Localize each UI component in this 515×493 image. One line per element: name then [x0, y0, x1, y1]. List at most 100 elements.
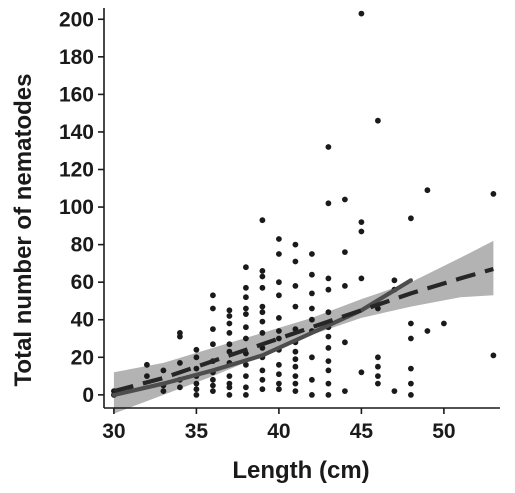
data-point	[292, 348, 299, 355]
axes-layer: 0 20 40 60 80 100 120 140 160 180 200 30 35 40 45 50	[59, 8, 500, 443]
data-point	[292, 388, 299, 394]
data-point	[375, 117, 381, 124]
data-point	[292, 380, 299, 387]
data-point	[259, 268, 266, 274]
data-point	[424, 328, 431, 334]
data-point	[309, 251, 315, 257]
data-point	[276, 251, 282, 257]
data-point	[342, 249, 348, 256]
data-point	[309, 305, 315, 312]
data-point	[490, 352, 497, 359]
data-point	[325, 367, 332, 374]
data-point	[424, 187, 431, 194]
data-point	[259, 367, 266, 374]
data-point	[358, 369, 365, 376]
y-tick-label: 20	[71, 346, 94, 369]
data-point	[243, 324, 249, 331]
data-point	[210, 376, 216, 383]
data-point	[243, 361, 249, 368]
data-point	[325, 144, 332, 150]
data-point	[391, 277, 398, 284]
data-point	[292, 303, 299, 310]
data-point	[325, 200, 332, 207]
data-point	[309, 392, 315, 398]
data-point	[259, 376, 266, 383]
data-point	[325, 286, 332, 293]
data-point	[193, 346, 200, 353]
data-point	[259, 309, 266, 316]
data-point	[358, 275, 365, 282]
data-point	[375, 373, 381, 379]
data-point	[259, 318, 266, 325]
data-point	[276, 236, 282, 242]
data-point	[210, 326, 216, 332]
data-point	[259, 386, 266, 393]
data-point	[276, 380, 282, 387]
data-point	[243, 373, 249, 379]
data-point	[309, 316, 315, 323]
confidence-band-layer	[113, 240, 494, 414]
data-point	[193, 386, 200, 393]
data-point	[160, 388, 167, 394]
data-point	[193, 392, 200, 398]
data-point	[243, 335, 249, 342]
data-point	[292, 283, 299, 289]
data-point	[375, 380, 381, 387]
data-point	[441, 320, 447, 327]
fit-lines-layer	[111, 266, 494, 397]
y-tick-label: 60	[71, 271, 94, 294]
y-axis-title: Total number of nematodes	[10, 74, 37, 387]
data-point	[243, 264, 249, 271]
x-tick-label: 30	[102, 420, 125, 443]
data-point	[408, 335, 414, 342]
dashed-fit-line	[113, 266, 494, 394]
data-point	[193, 380, 200, 387]
data-point	[292, 363, 299, 370]
data-point	[210, 388, 216, 394]
data-point	[325, 275, 332, 282]
data-point	[408, 392, 414, 398]
y-tick-label: 0	[82, 384, 94, 407]
data-point	[226, 320, 233, 327]
data-point	[358, 219, 365, 226]
data-point	[309, 271, 315, 278]
data-point	[144, 373, 150, 379]
y-tick-label: 200	[59, 8, 94, 31]
x-tick-label: 45	[350, 420, 374, 443]
y-tick-label: 100	[59, 196, 94, 219]
data-point	[226, 330, 233, 336]
data-point	[276, 335, 282, 342]
data-point	[325, 392, 332, 398]
data-point	[408, 320, 414, 327]
data-point	[226, 373, 233, 379]
data-point	[210, 341, 216, 348]
data-point	[375, 354, 381, 361]
data-point	[210, 382, 216, 389]
y-tick-label: 180	[59, 46, 94, 69]
data-point	[276, 292, 282, 299]
y-tick-label: 120	[59, 159, 94, 182]
data-point	[325, 333, 332, 340]
x-axis-title: Length (cm)	[232, 457, 369, 484]
data-point	[342, 339, 348, 346]
data-point	[309, 376, 315, 383]
data-point	[259, 284, 266, 291]
data-point	[243, 305, 249, 312]
data-point	[276, 279, 282, 286]
data-point	[342, 388, 348, 394]
data-point	[160, 367, 167, 374]
data-point	[177, 330, 183, 336]
data-point	[226, 380, 233, 387]
data-point	[193, 365, 200, 372]
solid-fit-line	[111, 278, 413, 397]
data-point	[325, 358, 332, 364]
data-point	[276, 386, 282, 393]
data-point	[144, 361, 150, 368]
data-point	[226, 313, 233, 319]
data-point	[408, 365, 414, 372]
data-point	[391, 388, 398, 394]
data-point	[292, 241, 299, 248]
data-point	[342, 283, 348, 289]
data-points-layer	[111, 10, 497, 398]
